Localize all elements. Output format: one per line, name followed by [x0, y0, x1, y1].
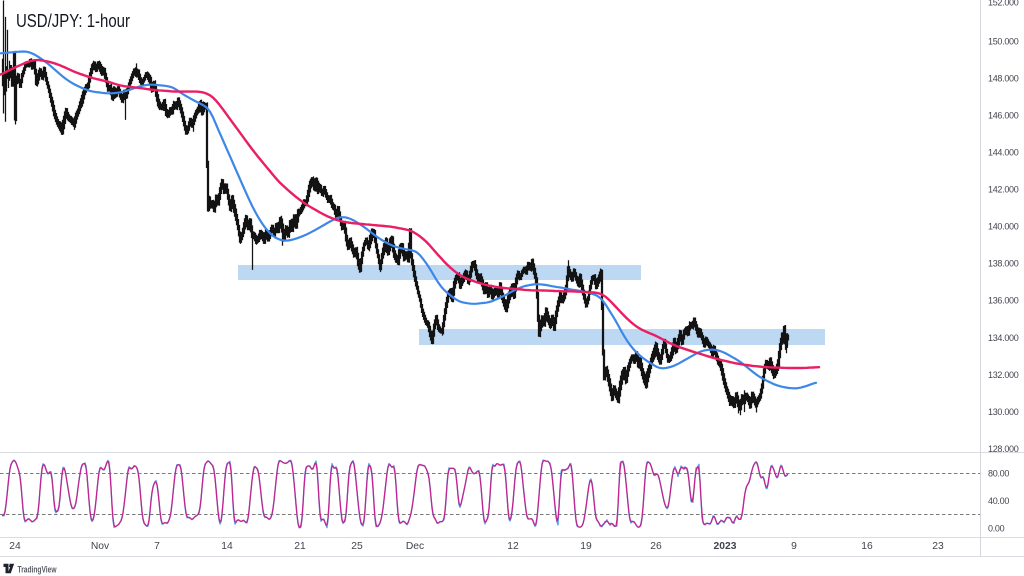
svg-text:19: 19	[580, 541, 592, 552]
svg-text:142.000: 142.000	[988, 185, 1019, 195]
svg-text:7: 7	[154, 541, 160, 552]
svg-text:USD/JPY: 1-hour: USD/JPY: 1-hour	[16, 11, 130, 31]
svg-text:23: 23	[932, 541, 944, 552]
svg-text:9: 9	[791, 541, 797, 552]
svg-text:40.00: 40.00	[988, 496, 1009, 506]
svg-text:80.00: 80.00	[988, 469, 1009, 479]
svg-text:136.000: 136.000	[988, 296, 1019, 306]
svg-text:12: 12	[507, 541, 519, 552]
svg-text:0.00: 0.00	[988, 524, 1005, 534]
svg-text:Nov: Nov	[91, 541, 110, 552]
svg-text:144.000: 144.000	[988, 148, 1019, 158]
svg-text:140.000: 140.000	[988, 222, 1019, 232]
svg-text:130.000: 130.000	[988, 407, 1019, 417]
svg-text:14: 14	[221, 541, 233, 552]
svg-text:26: 26	[650, 541, 662, 552]
svg-text:21: 21	[294, 541, 306, 552]
svg-text:134.000: 134.000	[988, 333, 1019, 343]
svg-text:148.000: 148.000	[988, 73, 1019, 83]
svg-text:24: 24	[9, 541, 21, 552]
svg-text:16: 16	[861, 541, 873, 552]
svg-text:TradingView: TradingView	[18, 565, 58, 575]
svg-text:128.000: 128.000	[988, 444, 1019, 454]
svg-text:2023: 2023	[714, 541, 737, 552]
svg-text:146.000: 146.000	[988, 110, 1019, 120]
svg-text:Dec: Dec	[406, 541, 424, 552]
svg-text:150.000: 150.000	[988, 36, 1019, 46]
svg-text:138.000: 138.000	[988, 259, 1019, 269]
svg-text:152.000: 152.000	[988, 0, 1019, 8]
svg-text:25: 25	[351, 541, 363, 552]
svg-text:132.000: 132.000	[988, 370, 1019, 380]
